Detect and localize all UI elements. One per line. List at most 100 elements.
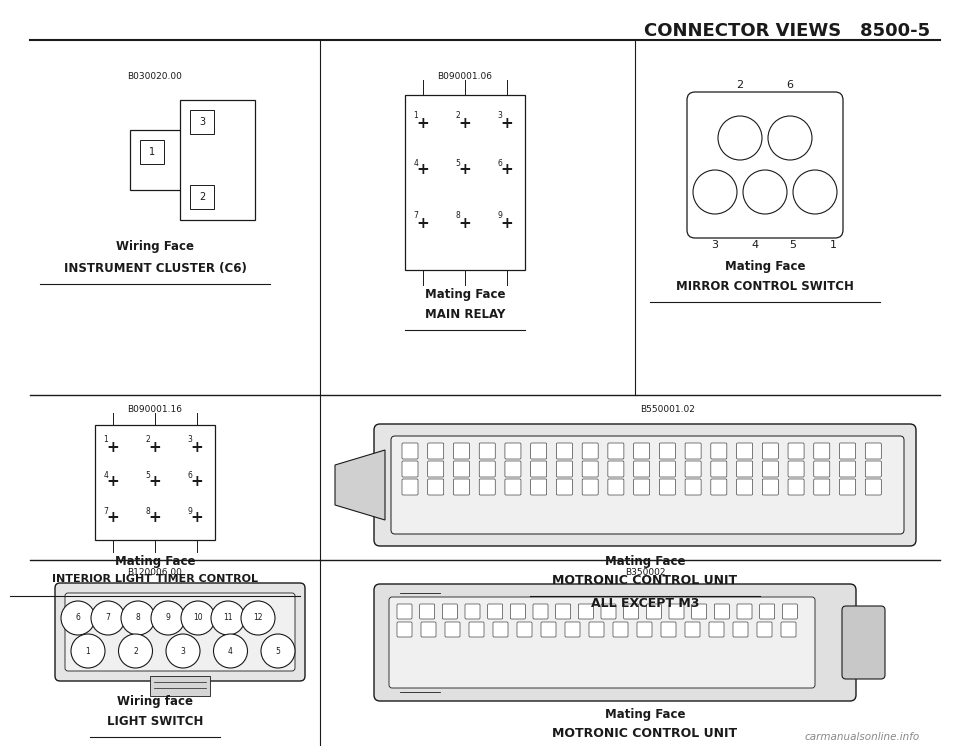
FancyBboxPatch shape	[714, 604, 730, 619]
Text: 8: 8	[146, 507, 151, 515]
Text: 2: 2	[456, 111, 461, 121]
Text: MOTRONIC CONTROL UNIT: MOTRONIC CONTROL UNIT	[552, 727, 737, 740]
FancyBboxPatch shape	[374, 584, 856, 701]
FancyBboxPatch shape	[511, 604, 525, 619]
Circle shape	[793, 170, 837, 214]
Circle shape	[241, 601, 275, 635]
FancyBboxPatch shape	[374, 424, 916, 546]
Text: 7: 7	[414, 212, 419, 221]
FancyBboxPatch shape	[493, 622, 508, 637]
Text: +: +	[459, 216, 471, 231]
FancyBboxPatch shape	[710, 443, 727, 459]
FancyBboxPatch shape	[479, 443, 495, 459]
FancyBboxPatch shape	[582, 479, 598, 495]
Text: Wiring Face: Wiring Face	[116, 240, 194, 253]
Text: 1: 1	[414, 111, 419, 121]
FancyBboxPatch shape	[691, 604, 707, 619]
Text: +: +	[459, 163, 471, 178]
FancyBboxPatch shape	[402, 461, 418, 477]
FancyBboxPatch shape	[421, 622, 436, 637]
FancyBboxPatch shape	[582, 461, 598, 477]
Text: +: +	[500, 116, 514, 131]
Text: 11: 11	[224, 613, 232, 622]
Circle shape	[261, 634, 295, 668]
FancyBboxPatch shape	[634, 479, 650, 495]
FancyBboxPatch shape	[840, 479, 855, 495]
FancyBboxPatch shape	[402, 479, 418, 495]
Text: B350002: B350002	[625, 568, 665, 577]
FancyBboxPatch shape	[685, 461, 701, 477]
Text: 3: 3	[199, 117, 205, 127]
FancyBboxPatch shape	[589, 622, 604, 637]
Text: 3: 3	[711, 240, 718, 250]
FancyBboxPatch shape	[479, 461, 495, 477]
Text: 5: 5	[789, 240, 797, 250]
Bar	[190, 110, 214, 134]
Circle shape	[151, 601, 185, 635]
FancyBboxPatch shape	[788, 443, 804, 459]
Text: B030020.00: B030020.00	[128, 72, 182, 81]
Text: 6: 6	[786, 80, 794, 90]
Circle shape	[743, 170, 787, 214]
Text: +: +	[149, 474, 161, 489]
FancyBboxPatch shape	[428, 461, 444, 477]
Text: 9: 9	[165, 613, 171, 622]
FancyBboxPatch shape	[814, 479, 829, 495]
Bar	[180, 100, 255, 220]
Text: +: +	[149, 510, 161, 525]
Text: 1: 1	[149, 147, 156, 157]
Text: +: +	[500, 163, 514, 178]
FancyBboxPatch shape	[685, 443, 701, 459]
FancyBboxPatch shape	[608, 479, 624, 495]
Circle shape	[91, 601, 125, 635]
FancyBboxPatch shape	[762, 461, 779, 477]
Text: 7: 7	[106, 613, 110, 622]
Text: Mating Face: Mating Face	[605, 708, 685, 721]
FancyBboxPatch shape	[782, 604, 798, 619]
Text: 4: 4	[104, 471, 108, 480]
FancyBboxPatch shape	[687, 92, 843, 238]
Text: +: +	[417, 163, 429, 178]
FancyBboxPatch shape	[759, 604, 775, 619]
Text: +: +	[191, 439, 204, 454]
FancyBboxPatch shape	[762, 443, 779, 459]
FancyBboxPatch shape	[557, 479, 572, 495]
FancyBboxPatch shape	[685, 622, 700, 637]
Circle shape	[693, 170, 737, 214]
Text: B120006.00: B120006.00	[128, 568, 182, 577]
Text: 3: 3	[497, 111, 502, 121]
Text: 2: 2	[736, 80, 744, 90]
Text: B090001.06: B090001.06	[438, 72, 492, 81]
FancyBboxPatch shape	[428, 443, 444, 459]
Circle shape	[61, 601, 95, 635]
FancyBboxPatch shape	[601, 604, 616, 619]
Bar	[140, 140, 164, 164]
FancyBboxPatch shape	[397, 622, 412, 637]
Text: 8: 8	[456, 212, 461, 221]
Circle shape	[166, 634, 200, 668]
Text: +: +	[149, 439, 161, 454]
Circle shape	[213, 634, 248, 668]
FancyBboxPatch shape	[762, 479, 779, 495]
FancyBboxPatch shape	[445, 622, 460, 637]
FancyBboxPatch shape	[55, 583, 305, 681]
Bar	[190, 185, 214, 209]
Text: 1: 1	[104, 436, 108, 445]
FancyBboxPatch shape	[736, 443, 753, 459]
FancyBboxPatch shape	[634, 461, 650, 477]
FancyBboxPatch shape	[865, 461, 881, 477]
Text: INTERIOR LIGHT TIMER CONTROL: INTERIOR LIGHT TIMER CONTROL	[52, 574, 258, 584]
Text: Mating Face: Mating Face	[605, 555, 685, 568]
Text: CONNECTOR VIEWS   8500-5: CONNECTOR VIEWS 8500-5	[644, 22, 930, 40]
FancyBboxPatch shape	[608, 461, 624, 477]
FancyBboxPatch shape	[637, 622, 652, 637]
Text: 10: 10	[193, 613, 203, 622]
Text: 4: 4	[414, 158, 419, 168]
FancyBboxPatch shape	[608, 443, 624, 459]
FancyBboxPatch shape	[788, 479, 804, 495]
FancyBboxPatch shape	[736, 479, 753, 495]
FancyBboxPatch shape	[660, 461, 676, 477]
Text: 5: 5	[276, 647, 280, 656]
FancyBboxPatch shape	[531, 443, 546, 459]
Text: 2: 2	[146, 436, 151, 445]
